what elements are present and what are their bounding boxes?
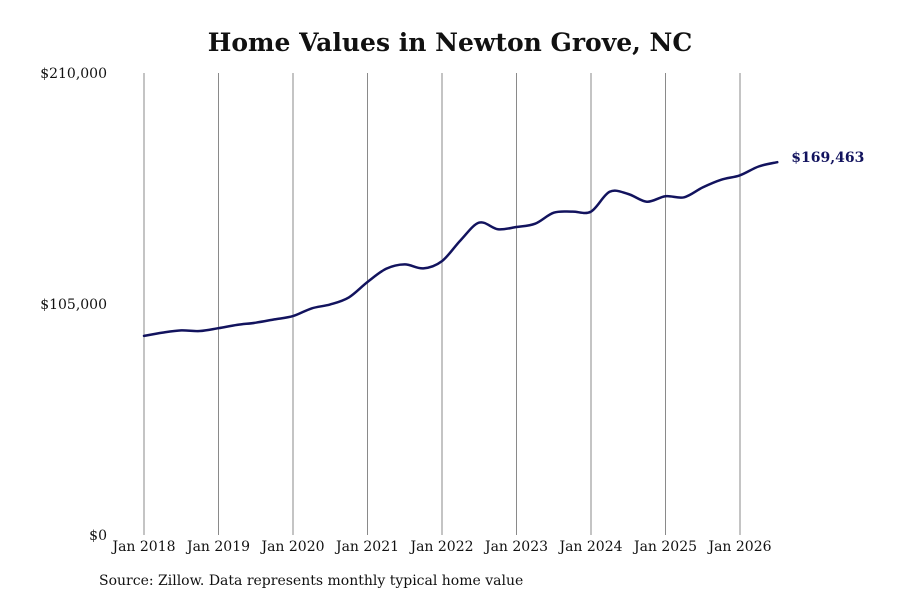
x-tick-label: Jan 2024 [557, 539, 622, 555]
source-note: Source: Zillow. Data represents monthly … [99, 573, 524, 589]
end-value-label: $169,463 [791, 150, 864, 166]
x-axis-tick-labels: Jan 2018 Jan 2019 Jan 2020 Jan 2021 Jan 2022… [110, 539, 771, 555]
y-tick-label: $0 [89, 528, 107, 544]
x-tick-label: Jan 2018 [110, 539, 175, 555]
x-tick-label: Jan 2025 [632, 539, 697, 555]
chart-title: Home Values in Newton Grove, NC [207, 28, 693, 57]
gridlines [143, 73, 741, 535]
y-tick-label: $105,000 [40, 297, 107, 313]
x-tick-label: Jan 2020 [259, 539, 324, 555]
x-tick-label: Jan 2022 [408, 539, 473, 555]
home-value-line [142, 160, 779, 338]
x-tick-label: Jan 2019 [185, 539, 250, 555]
y-axis-tick-labels: $0 $105,000 $210,000 [40, 66, 107, 544]
x-tick-label: Jan 2023 [483, 539, 548, 555]
x-tick-label: Jan 2021 [334, 539, 399, 555]
y-tick-label: $210,000 [40, 66, 107, 82]
x-tick-label: Jan 2026 [706, 539, 771, 555]
